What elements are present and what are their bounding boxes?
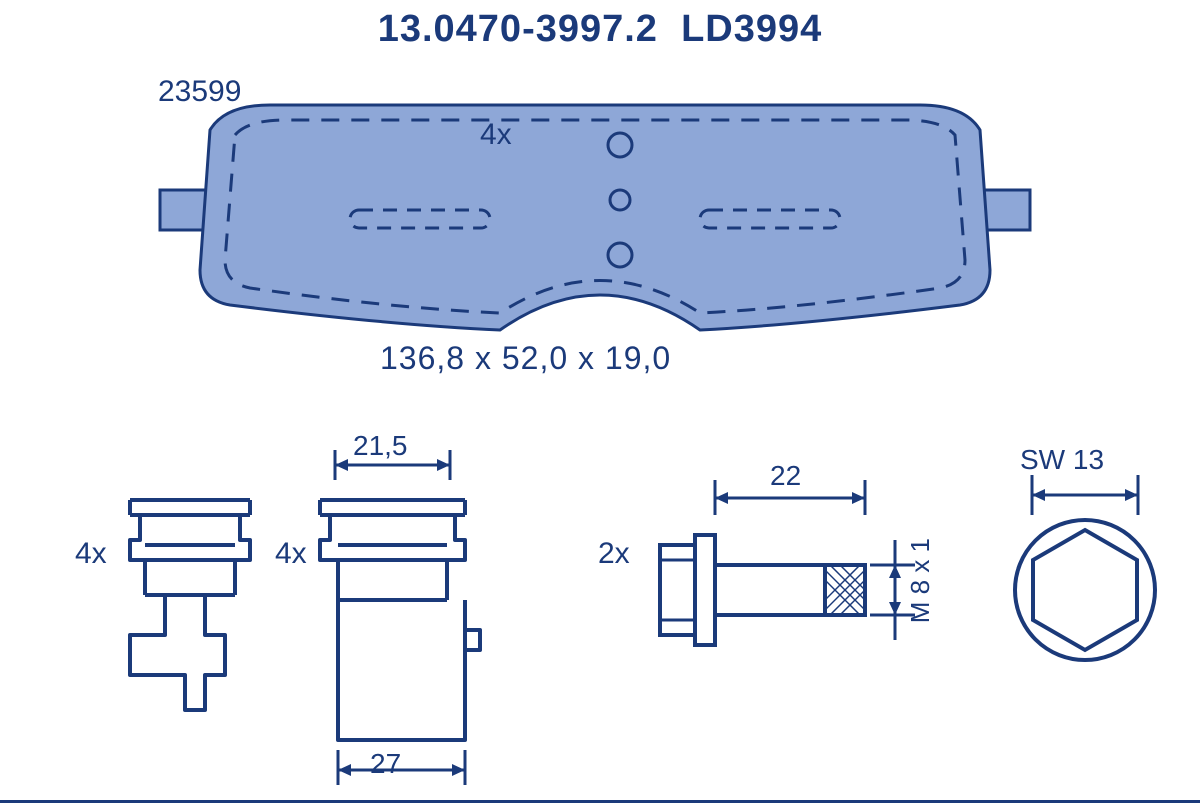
title-block: 13.0470-3997.2 LD3994: [0, 0, 1200, 51]
part-code: LD3994: [681, 8, 822, 50]
bolt-qty: 2x: [598, 537, 630, 571]
pad-dimensions: 136,8 x 52,0 x 19,0: [380, 340, 671, 377]
pad-part-ref: 23599: [158, 75, 241, 109]
clip-right-dim: 21,5: [353, 430, 408, 462]
clip-right-qty: 4x: [275, 537, 307, 571]
pad-qty: 4x: [480, 118, 512, 152]
bolt-thread: M 8 x 1: [905, 538, 936, 623]
clip-left-qty: 4x: [75, 537, 107, 571]
bolt-length: 22: [770, 460, 801, 492]
part-number: 13.0470-3997.2: [378, 8, 658, 50]
clip-right-width: 27: [370, 748, 401, 780]
bolt-wrench: SW 13: [1020, 444, 1104, 476]
